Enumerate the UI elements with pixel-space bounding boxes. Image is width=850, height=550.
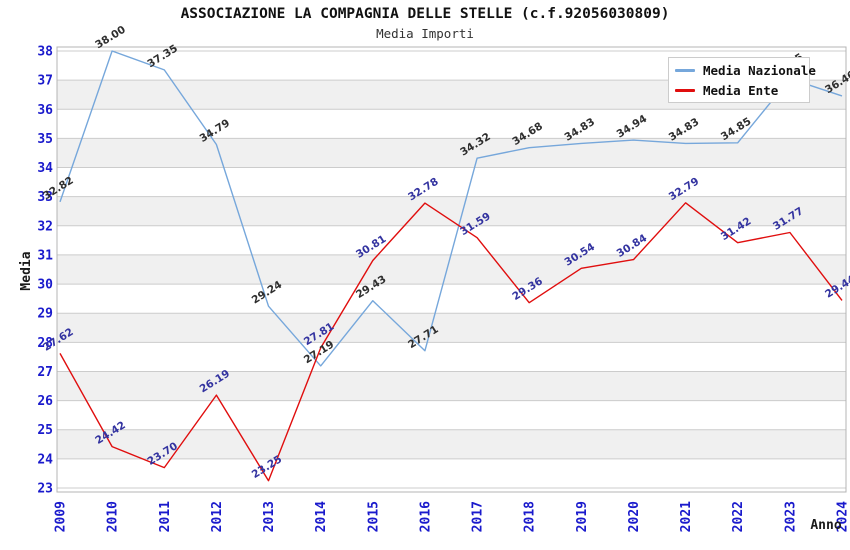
y-axis-title: Media	[19, 251, 34, 290]
x-axis-tick-label: 2018	[523, 501, 538, 532]
x-axis-tick-label: 2019	[575, 501, 590, 532]
y-axis-tick-label: 37	[37, 74, 53, 89]
y-axis-tick-label: 30	[37, 278, 53, 293]
legend-label: Media Nazionale	[703, 62, 816, 78]
x-axis-title: Anno	[810, 518, 841, 533]
legend-item-media-nazionale: Media Nazionale	[675, 62, 816, 78]
y-axis-tick-label: 32	[37, 219, 53, 234]
grid-band	[57, 371, 846, 401]
x-axis-tick-label: 2024	[836, 501, 850, 532]
y-axis-tick-label: 38	[37, 45, 53, 60]
x-axis-tick-label: 2015	[366, 501, 381, 532]
y-axis-tick-label: 28	[37, 336, 53, 351]
legend-label: Media Ente	[703, 82, 779, 98]
y-axis-tick-label: 27	[37, 365, 53, 380]
x-axis-tick-label: 2013	[262, 501, 277, 532]
x-axis-tick-label: 2020	[627, 501, 642, 532]
y-axis-tick-label: 29	[37, 307, 53, 322]
y-axis-tick-label: 33	[37, 190, 53, 205]
series-line-media-nazionale	[59, 50, 843, 367]
grid-band	[57, 313, 846, 343]
x-axis-tick-label: 2021	[679, 501, 694, 532]
y-axis-tick-label: 35	[37, 132, 53, 147]
x-axis-tick-label: 2014	[314, 501, 329, 532]
x-axis-tick-label: 2023	[783, 501, 798, 532]
grid-band	[57, 254, 846, 285]
y-axis-tick-label: 36	[37, 103, 53, 118]
x-axis-tick-label: 2012	[210, 501, 225, 532]
y-axis-tick-label: 24	[37, 452, 53, 467]
y-axis-tick-label: 26	[37, 394, 53, 409]
legend-item-media-ente: Media Ente	[675, 82, 809, 98]
y-axis-tick-label: 25	[37, 423, 53, 438]
y-axis-tick-label: 34	[37, 161, 53, 176]
y-axis-tick-label: 31	[37, 248, 53, 263]
x-axis-tick-label: 2011	[158, 501, 173, 532]
series-line-media-ente	[59, 202, 843, 482]
x-axis-tick-label: 2017	[471, 501, 486, 532]
chart-subtitle: Media Importi	[376, 26, 474, 41]
x-axis-tick-label: 2016	[418, 501, 433, 532]
x-axis-tick-label: 2022	[731, 501, 746, 532]
legend-swatch-media-ente-icon	[675, 88, 695, 92]
plot-border	[56, 46, 847, 493]
x-axis-tick-label: 2010	[106, 501, 121, 532]
x-axis-tick-label: 2009	[54, 501, 69, 532]
chart-title: ASSOCIAZIONE LA COMPAGNIA DELLE STELLE (…	[180, 6, 670, 22]
legend-swatch-media-nazionale-icon	[675, 68, 695, 72]
chart-legend: Media Nazionale Media Ente	[668, 57, 816, 103]
y-axis-tick-label: 23	[37, 482, 53, 497]
